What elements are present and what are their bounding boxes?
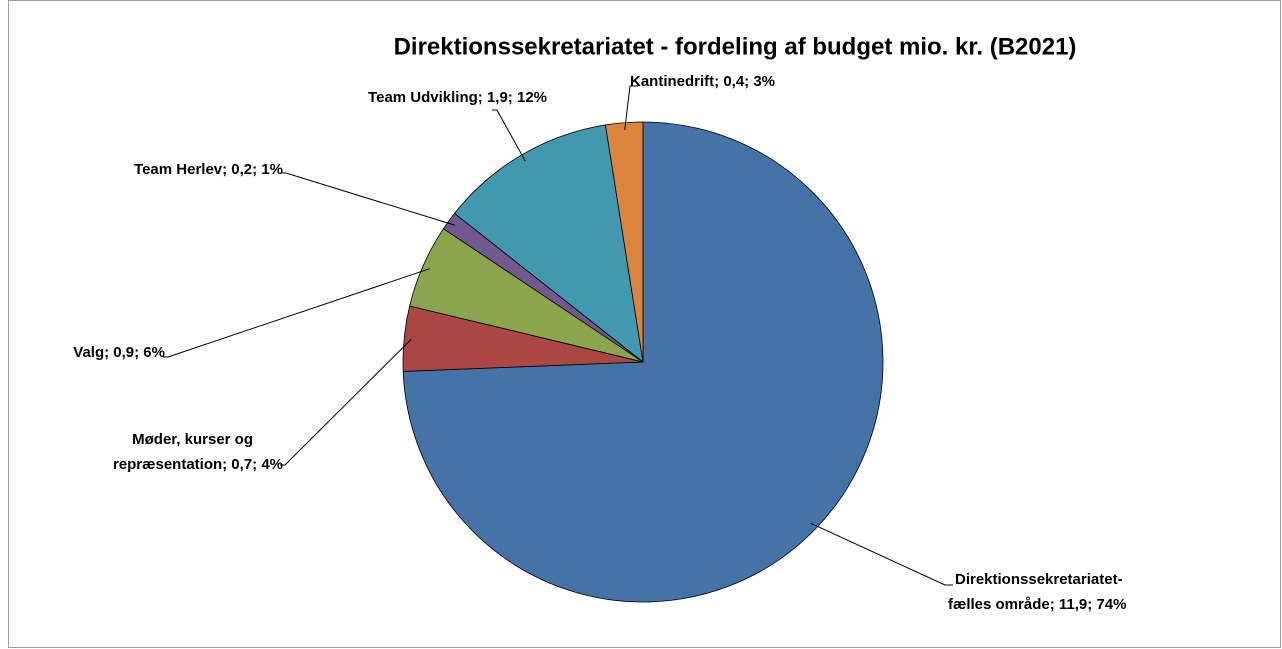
data-label: Møder, kurser og [132,431,253,448]
pie-slice [604,121,644,363]
data-label: Team Udvikling; 1,9; 12% [368,89,547,106]
data-label: Valg; 0,9; 6% [73,344,165,361]
leader-line [280,338,412,466]
leader-line [624,85,638,130]
data-label: Direktionssekretariatet- [955,571,1123,588]
data-label: Team Herlev; 0,2; 1% [134,161,283,178]
data-label: repræsentation; 0,7; 4% [113,456,283,473]
leader-line [810,522,953,586]
leader-line [163,268,430,358]
chart-title: Direktionssekretariatet - fordeling af b… [394,33,1077,60]
leader-line [281,172,455,226]
data-label: Kantinedrift; 0,4; 3% [630,73,775,90]
leader-line [492,109,526,162]
data-label: fælles område; 11,9; 74% [948,596,1126,613]
